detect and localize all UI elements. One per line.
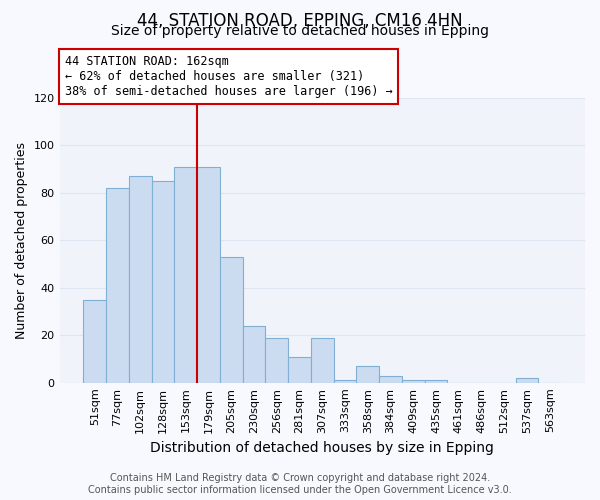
- Text: Size of property relative to detached houses in Epping: Size of property relative to detached ho…: [111, 24, 489, 38]
- Bar: [379, 376, 402, 383]
- Bar: [152, 181, 175, 383]
- Bar: [220, 257, 242, 383]
- Y-axis label: Number of detached properties: Number of detached properties: [15, 142, 28, 339]
- Bar: [402, 380, 425, 383]
- Bar: [197, 167, 220, 383]
- Bar: [288, 356, 311, 383]
- Bar: [175, 167, 197, 383]
- Text: 44, STATION ROAD, EPPING, CM16 4HN: 44, STATION ROAD, EPPING, CM16 4HN: [137, 12, 463, 30]
- Bar: [106, 188, 129, 383]
- Bar: [515, 378, 538, 383]
- Bar: [242, 326, 265, 383]
- Bar: [356, 366, 379, 383]
- Text: 44 STATION ROAD: 162sqm
← 62% of detached houses are smaller (321)
38% of semi-d: 44 STATION ROAD: 162sqm ← 62% of detache…: [65, 55, 392, 98]
- Bar: [83, 300, 106, 383]
- Bar: [129, 176, 152, 383]
- Bar: [334, 380, 356, 383]
- Bar: [311, 338, 334, 383]
- X-axis label: Distribution of detached houses by size in Epping: Distribution of detached houses by size …: [151, 441, 494, 455]
- Text: Contains HM Land Registry data © Crown copyright and database right 2024.
Contai: Contains HM Land Registry data © Crown c…: [88, 474, 512, 495]
- Bar: [265, 338, 288, 383]
- Bar: [425, 380, 448, 383]
